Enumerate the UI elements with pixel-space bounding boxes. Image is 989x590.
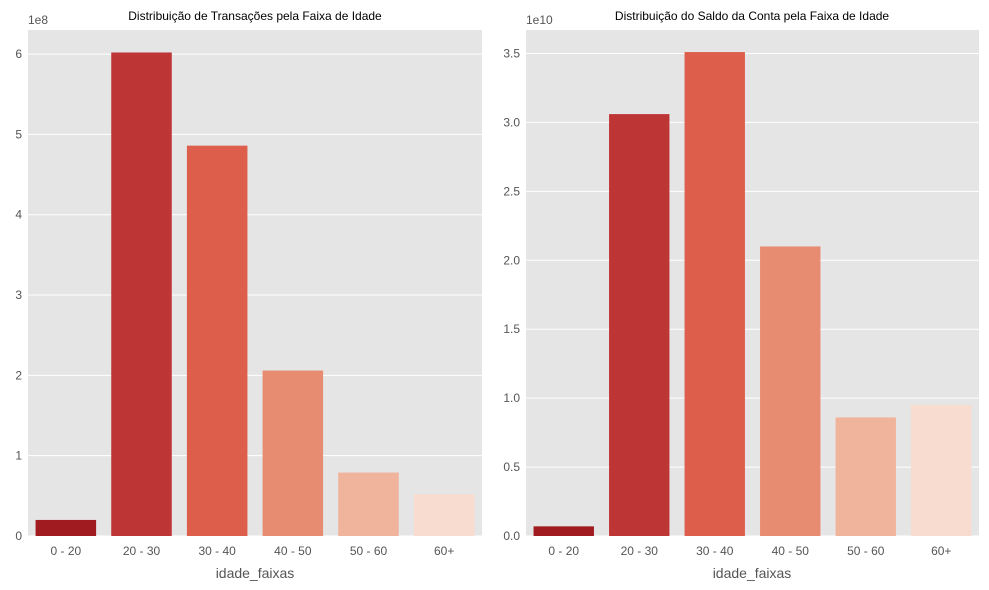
x-tick-label: 20 - 30	[621, 544, 659, 558]
bar-60-	[911, 405, 972, 536]
gridlines	[28, 53, 482, 537]
plot-area	[28, 30, 482, 536]
x-tick-label: 0 - 20	[548, 544, 579, 558]
x-tick-label: 30 - 40	[696, 544, 734, 558]
bar-30-40	[684, 52, 745, 537]
x-axis-label: idade_faixas	[713, 565, 792, 581]
chart-title: Distribuição do Saldo da Conta pela Faix…	[615, 9, 890, 23]
bars	[533, 52, 972, 537]
y-axis-offset-label: 1e10	[526, 13, 553, 27]
y-tick-label: 4	[15, 208, 22, 222]
y-axis-ticks: 0.0 0.5 1.0 1.5 2.0 2.5 3.0 3.5	[503, 46, 520, 543]
plot-area	[526, 30, 979, 536]
bar-20-30	[609, 114, 670, 536]
x-tick-label: 50 - 60	[847, 544, 885, 558]
bar-0-20	[533, 526, 594, 536]
x-tick-label: 0 - 20	[50, 544, 81, 558]
x-tick-label: 60+	[931, 544, 951, 558]
bar-20-30	[111, 52, 172, 536]
bar-40-50	[760, 246, 821, 537]
x-tick-label: 30 - 40	[198, 544, 236, 558]
bar-0-20	[35, 519, 97, 536]
bar-50-60	[338, 472, 399, 536]
bar-50-60	[835, 417, 896, 536]
y-tick-label: 3.0	[503, 115, 520, 129]
bar-30-40	[186, 145, 248, 536]
chart-title: Distribuição de Transações pela Faixa de…	[128, 9, 382, 23]
bars	[35, 52, 475, 536]
y-tick-label: 3.5	[503, 46, 520, 60]
y-tick-label: 0	[15, 529, 22, 543]
y-axis-ticks: 0 1 2 3 4 5 6	[15, 47, 22, 543]
y-tick-label: 0.0	[503, 529, 520, 543]
y-tick-label: 1.5	[503, 322, 520, 336]
y-axis-offset-label: 1e8	[28, 13, 48, 27]
y-tick-label: 0.5	[503, 460, 520, 474]
y-tick-label: 2.0	[503, 253, 520, 267]
y-tick-label: 1	[15, 449, 22, 463]
y-tick-label: 2.5	[503, 184, 520, 198]
x-tick-label: 50 - 60	[350, 544, 388, 558]
y-tick-label: 6	[15, 47, 22, 61]
x-tick-label: 20 - 30	[123, 544, 161, 558]
x-axis-ticks: 0 - 20 20 - 30 30 - 40 40 - 50 50 - 60 60+	[548, 544, 951, 558]
y-tick-label: 1.0	[503, 391, 520, 405]
bar-60-	[413, 494, 475, 536]
y-tick-label: 2	[15, 368, 22, 382]
y-tick-label: 3	[15, 288, 22, 302]
transactions-by-age-chart: 0 1 2 3 4 5 6 0 - 20 20 - 30 30 - 40 40 - 50 50 - …	[15, 9, 482, 581]
bar-40-50	[262, 370, 324, 536]
account-balance-by-age-chart: 0.0 0.5 1.0 1.5 2.0 2.5 3.0 3.5 0 - 20 20 - 30 30…	[503, 9, 979, 581]
x-tick-label: 40 - 50	[274, 544, 312, 558]
x-axis-ticks: 0 - 20 20 - 30 30 - 40 40 - 50 50 - 60 60+	[50, 544, 454, 558]
x-tick-label: 60+	[434, 544, 454, 558]
gridlines	[526, 52, 979, 537]
x-axis-label: idade_faixas	[216, 565, 295, 581]
y-tick-label: 5	[15, 127, 22, 141]
x-tick-label: 40 - 50	[772, 544, 810, 558]
